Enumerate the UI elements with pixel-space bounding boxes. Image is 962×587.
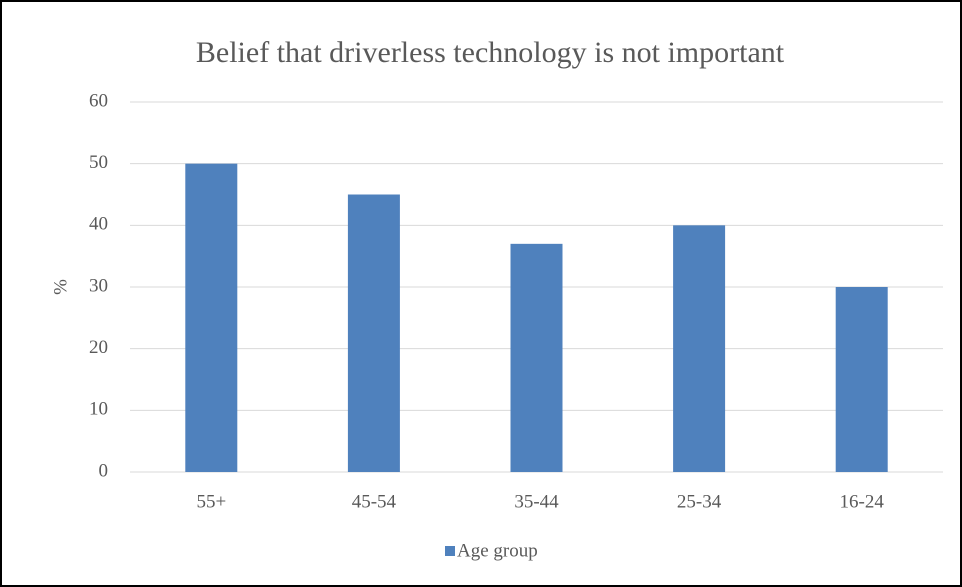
x-tick-label: 35-44	[514, 491, 559, 512]
x-tick-label: 55+	[196, 491, 226, 512]
y-tick-label: 40	[89, 214, 108, 235]
bar	[835, 287, 888, 472]
bar	[673, 225, 726, 472]
chart-title: Belief that driverless technology is not…	[196, 36, 785, 69]
y-tick-label: 30	[89, 275, 108, 296]
y-tick-label: 60	[89, 90, 108, 111]
bar	[510, 243, 563, 472]
y-tick-label: 50	[89, 152, 108, 173]
x-tick-label: 16-24	[840, 491, 885, 512]
legend-label: Age group	[457, 540, 538, 561]
y-tick-label: 20	[89, 337, 108, 358]
y-axis-label: %	[50, 279, 71, 295]
bar	[185, 163, 238, 472]
bar	[347, 194, 400, 472]
x-tick-label: 25-34	[677, 491, 722, 512]
y-tick-label: 10	[89, 399, 108, 420]
legend-swatch	[445, 546, 455, 556]
y-tick-label: 0	[99, 460, 109, 481]
x-tick-label: 45-54	[352, 491, 397, 512]
